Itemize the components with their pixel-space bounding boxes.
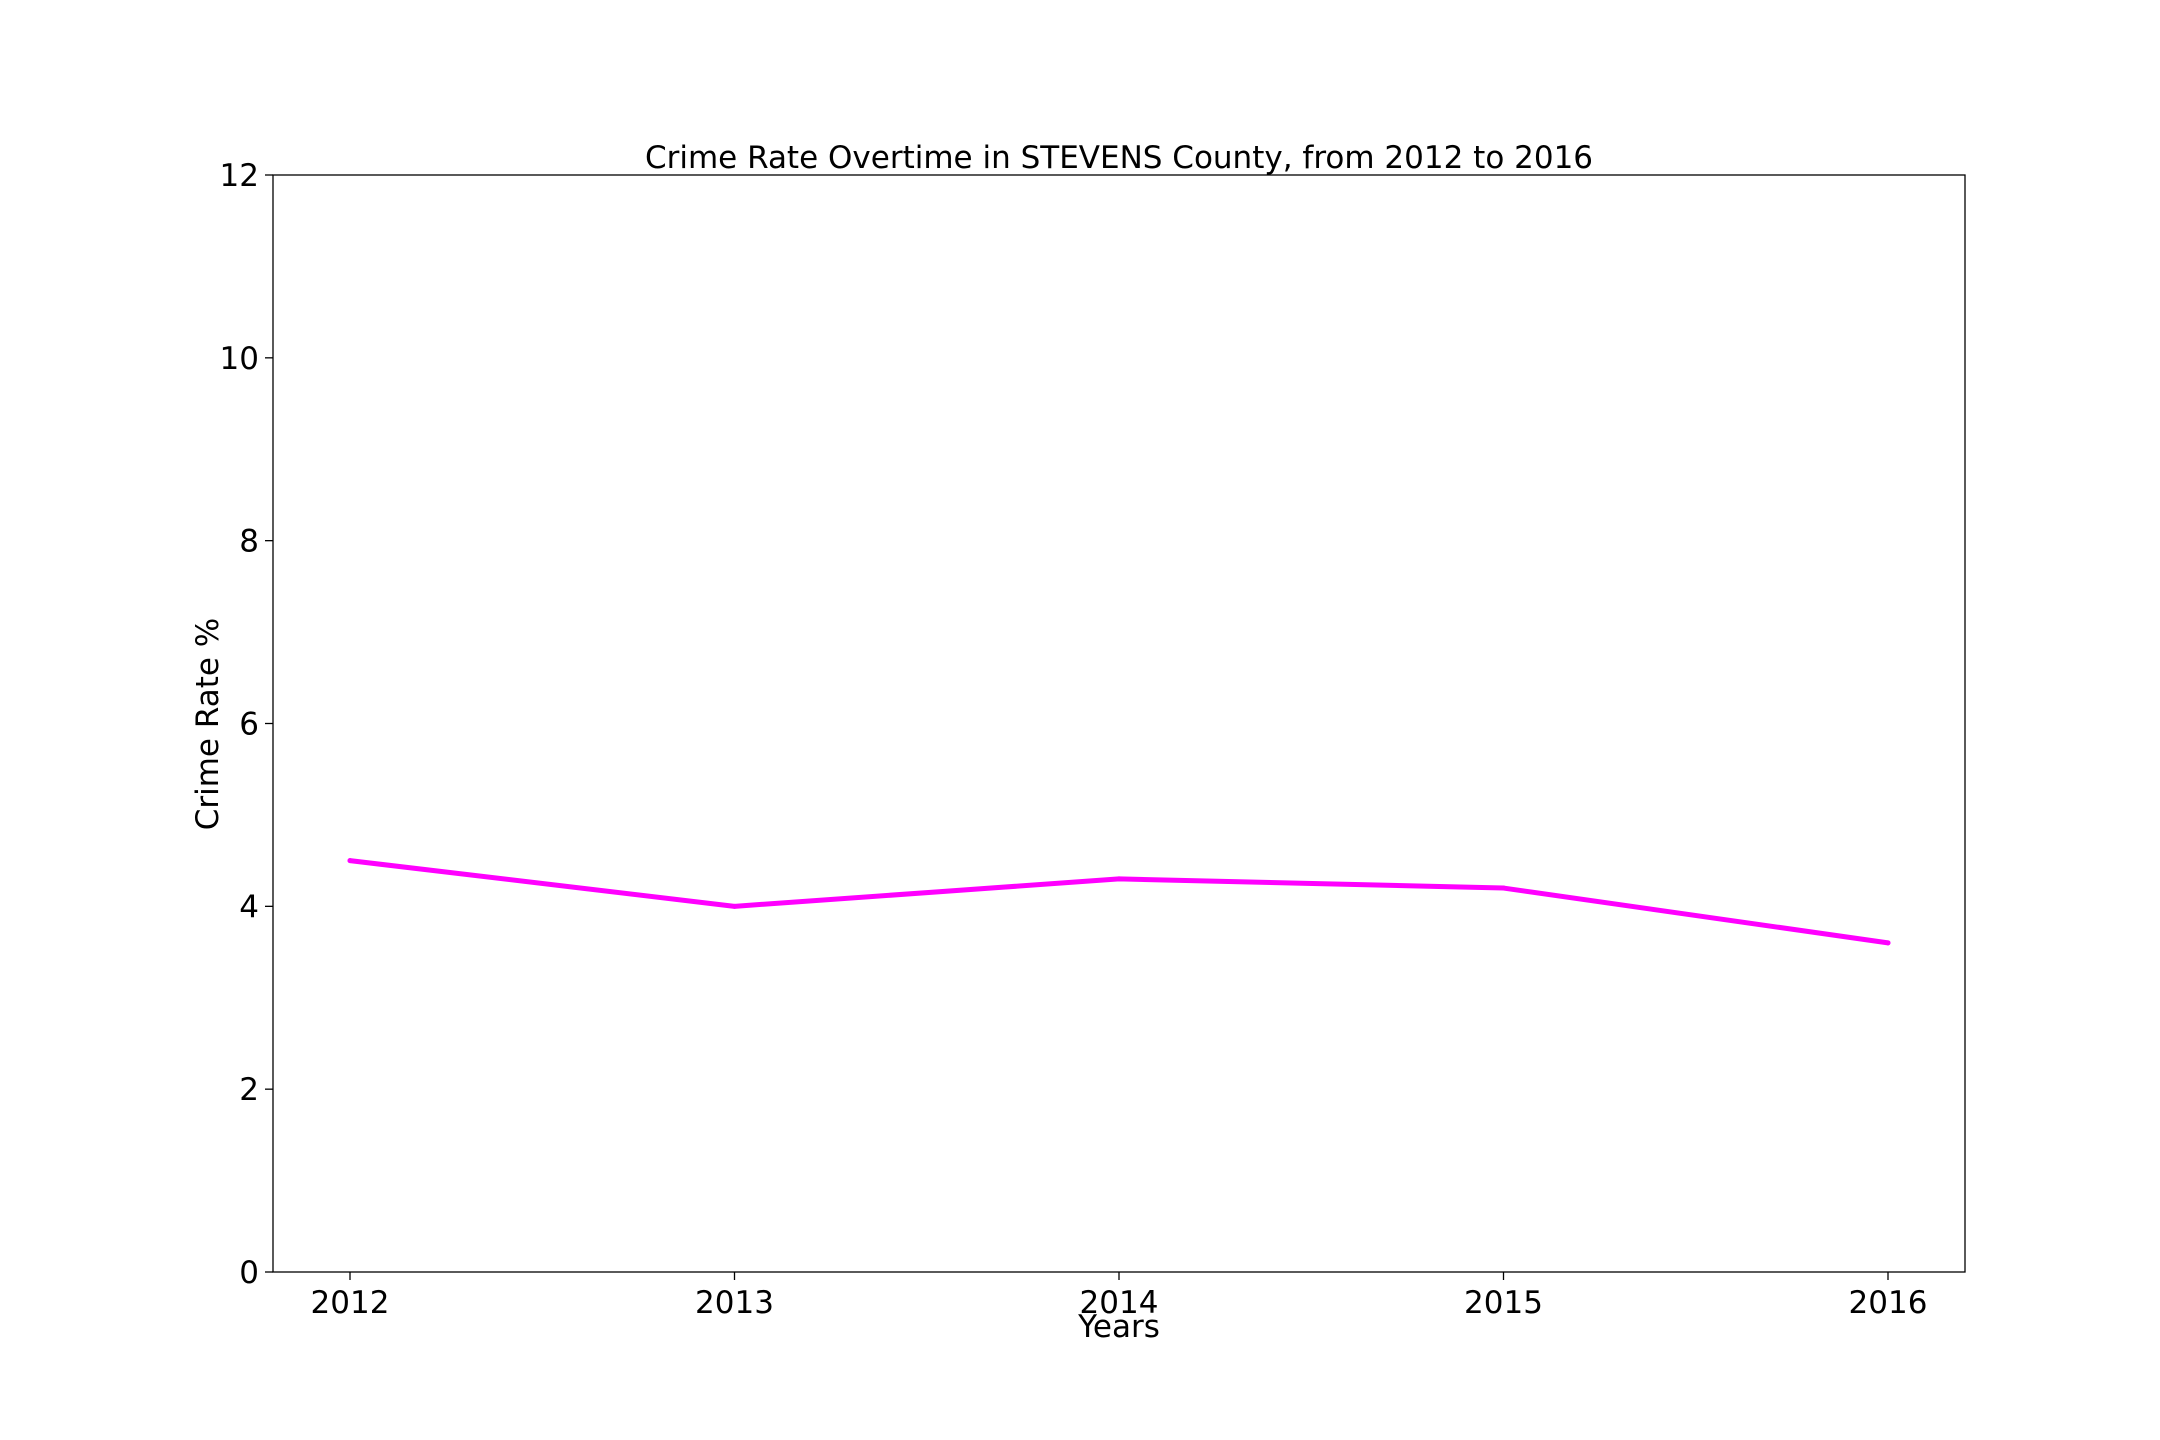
data-point bbox=[1501, 885, 1506, 891]
chart-title: Crime Rate Overtime in STEVENS County, f… bbox=[645, 140, 1593, 176]
plot-series bbox=[347, 858, 1891, 946]
data-point bbox=[732, 903, 737, 909]
plot-frame bbox=[272, 174, 1966, 1273]
data-point bbox=[1885, 940, 1891, 946]
x-tick-label: 2013 bbox=[695, 1285, 774, 1321]
data-point bbox=[347, 858, 353, 864]
series-line-1 bbox=[347, 858, 1891, 946]
x-tick-label: 2012 bbox=[311, 1285, 390, 1321]
y-tick-label: 8 bbox=[239, 524, 259, 560]
y-tick-label: 6 bbox=[239, 707, 259, 743]
x-axis-label: Years bbox=[1077, 1309, 1160, 1345]
x-tick-label: 2014 bbox=[1080, 1285, 1159, 1321]
y-tick-label: 10 bbox=[220, 341, 259, 377]
y-tick-label: 2 bbox=[239, 1072, 259, 1108]
y-axis: 0 2 4 6 8 10 12 bbox=[220, 158, 273, 1291]
data-point bbox=[1116, 876, 1122, 882]
y-tick-label: 0 bbox=[239, 1255, 259, 1291]
x-tick-label: 2015 bbox=[1464, 1285, 1543, 1321]
y-axis-label: Crime Rate % bbox=[190, 618, 226, 831]
x-axis: 2012 2013 2014 2015 2016 bbox=[311, 1272, 1928, 1321]
y-tick-label: 4 bbox=[239, 889, 259, 925]
y-tick-label: 12 bbox=[220, 158, 259, 194]
x-tick-label: 2016 bbox=[1849, 1285, 1928, 1321]
